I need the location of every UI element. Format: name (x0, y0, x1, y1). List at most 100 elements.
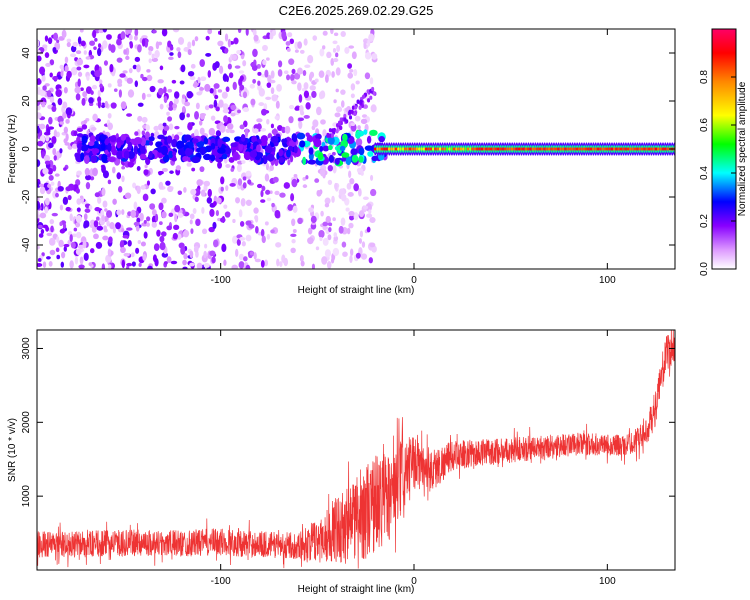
spectrogram-carrier-core (443, 147, 447, 151)
spectrogram-noise-cell (168, 106, 174, 111)
spectrogram-noise-cell (239, 221, 245, 227)
spectrogram-noise-cell (151, 53, 155, 59)
spectrogram-noise-cell (257, 71, 262, 76)
spectrogram-noise-cell (353, 212, 359, 221)
spectrogram-noise-cell (198, 120, 203, 126)
spectrogram-noise-cell (59, 64, 64, 70)
spectrogram-noise-cell (275, 100, 280, 109)
spectrogram-noise-cell (227, 38, 231, 48)
spectrogram-noise-cell (204, 83, 211, 92)
spectrogram-noise-cell (203, 262, 210, 268)
spectrogram-noise-cell (103, 225, 107, 231)
spectrogram-noise-cell (322, 45, 326, 50)
spectrogram-noise-cell (137, 115, 143, 122)
spectrogram-noise-cell (213, 239, 219, 248)
spectrogram-noise-cell (292, 205, 298, 213)
spectrogram-noise-cell (144, 164, 148, 169)
spectrogram-noise-cell (346, 227, 351, 235)
spectrogram-streak-cell (361, 94, 366, 99)
spectrogram-noise-cell (201, 206, 205, 214)
spectrogram-noise-cell (311, 263, 316, 269)
spectrogram-noise-cell (199, 166, 205, 173)
spectrogram-noise-cell (66, 38, 72, 43)
spectrogram-noise-cell (335, 88, 339, 93)
spectrogram-noise-cell (69, 260, 74, 269)
spectrogram-noise-cell (103, 60, 108, 66)
spectrogram-noise-cell (349, 255, 353, 264)
spectrogram-noise-cell (266, 57, 270, 61)
spectrogram-noise-cell (37, 39, 40, 48)
spectrogram-band-cell (116, 141, 122, 149)
spectrogram-noise-cell (287, 204, 294, 211)
spectrogram-band-cell (366, 135, 372, 144)
spectrogram-noise-cell (218, 65, 224, 74)
spectrogram-noise-cell (155, 41, 160, 50)
spectrogram-noise-cell (94, 206, 101, 212)
spectrogram-noise-cell (274, 190, 280, 196)
spectrogram-noise-cell (344, 46, 350, 54)
spectrogram-noise-cell (250, 98, 256, 106)
spectrogram-noise-cell (241, 241, 246, 247)
spectrogram-noise-cell (51, 105, 57, 113)
spectrogram-noise-cell (322, 129, 327, 137)
spectrogram-band-cell (313, 138, 322, 148)
spectrogram-noise-cell (199, 59, 205, 67)
spectrogram-noise-cell (42, 261, 47, 269)
spectrogram-noise-cell (37, 159, 41, 167)
spectrogram-noise-cell (265, 96, 272, 101)
spectrogram-noise-cell (238, 70, 245, 74)
spectrogram-band-cell (232, 151, 240, 161)
spectrogram-noise-cell (134, 29, 139, 37)
spectrogram-noise-cell (76, 207, 81, 212)
spectrogram-band-cell (149, 140, 154, 146)
spectrogram-noise-cell (62, 196, 69, 205)
spectrogram-noise-cell (76, 58, 84, 66)
spectrogram-noise-cell (230, 112, 236, 117)
spectrogram-noise-cell (291, 178, 298, 188)
spectrogram-noise-cell (330, 29, 334, 35)
spectrogram-streak-cell (330, 133, 335, 138)
spectrogram-noise-cell (126, 77, 133, 84)
spectrogram-noise-cell (362, 205, 369, 210)
spectrogram-noise-cell (297, 82, 302, 91)
spectrogram-noise-cell (57, 115, 64, 124)
spectrogram-carrier-core (531, 147, 535, 151)
spectrogram-carrier-core (499, 147, 502, 151)
spectrogram-noise-cell (371, 53, 378, 60)
spectrogram-noise-cell (311, 90, 317, 98)
spectrogram-band-cell (327, 135, 335, 145)
spectrogram-noise-cell (302, 70, 307, 77)
spectrogram-noise-cell (187, 49, 192, 56)
spectrogram-noise-cell (65, 186, 72, 192)
spectrogram-noise-cell (116, 38, 122, 46)
spectrogram-noise-cell (260, 228, 265, 237)
spectrogram-carrier-core (466, 147, 470, 151)
spectrogram-noise-cell (90, 70, 95, 76)
spectrogram-noise-cell (331, 151, 336, 156)
spectrogram-noise-cell (252, 29, 257, 36)
spectrogram-noise-cell (97, 47, 102, 57)
spectrogram-band-cell (127, 141, 133, 151)
spectrogram-noise-cell (158, 221, 163, 226)
spectrogram-noise-cell (328, 222, 333, 227)
spectrogram-band-cell (315, 133, 322, 140)
spectrogram-carrier-core (659, 147, 663, 151)
spectrogram-band-cell (107, 142, 112, 153)
spectrogram-noise-cell (300, 260, 305, 267)
spectrogram-noise-cell (177, 212, 184, 218)
spectrogram-noise-cell (265, 189, 271, 195)
spectrogram-noise-cell (112, 166, 116, 174)
spectrogram-noise-cell (163, 261, 168, 265)
spectrogram-noise-cell (153, 243, 160, 252)
spectrogram-band-cell (328, 154, 335, 163)
spectrogram-noise-cell (264, 221, 269, 226)
spectrogram-y-axis: -40 -20 0 20 40 (21, 47, 675, 252)
spectrogram-noise-cell (293, 173, 298, 178)
spectrogram-band-cell (317, 152, 324, 161)
spectrogram-noise-cell (149, 85, 156, 93)
spectrogram-noise-cell (207, 188, 212, 198)
spectrogram-band-cell (364, 145, 374, 151)
spectrogram-noise-cell (332, 247, 340, 257)
spectrogram-y-tick-label: 20 (21, 95, 32, 107)
spectrogram-noise-cell (85, 182, 91, 190)
